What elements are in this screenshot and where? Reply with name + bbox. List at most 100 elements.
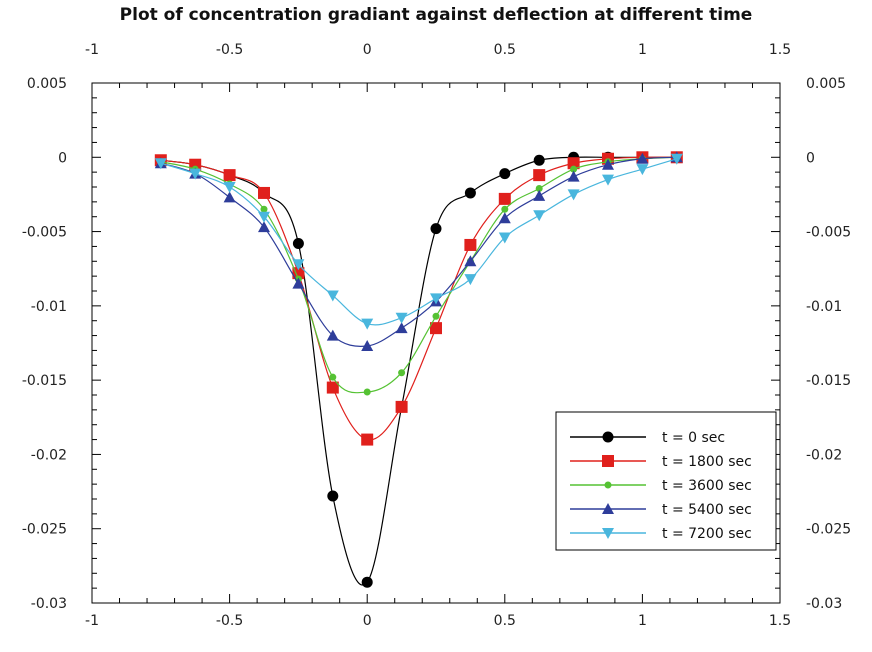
- x-tick-label-top: 0: [363, 42, 372, 58]
- data-point: [602, 158, 614, 170]
- x-tick-label-bottom: -0.5: [216, 613, 243, 629]
- y-tick-label-left: -0.02: [31, 447, 67, 463]
- data-point: [395, 400, 408, 413]
- legend-item: t = 1800 sec: [570, 454, 752, 470]
- data-point: [326, 329, 339, 341]
- legend-label: t = 7200 sec: [662, 526, 752, 542]
- legend-label: t = 5400 sec: [662, 502, 752, 518]
- data-point: [398, 369, 406, 377]
- x-tick-label-top: -1: [85, 42, 99, 58]
- data-point: [570, 165, 578, 173]
- x-tick-label-bottom: 0.5: [494, 613, 516, 629]
- data-point: [430, 322, 442, 335]
- x-tick-label-top: 1: [638, 42, 647, 58]
- legend-marker: [602, 431, 614, 443]
- data-point: [430, 223, 442, 235]
- data-point: [464, 238, 477, 251]
- series-line: [160, 156, 677, 441]
- data-point: [292, 237, 304, 249]
- y-tick-label-left: 0.005: [27, 76, 67, 92]
- legend-item: t = 7200 sec: [570, 526, 752, 542]
- data-point: [292, 277, 305, 289]
- series-line: [160, 156, 677, 347]
- series-line: [160, 158, 677, 326]
- series-2: [157, 153, 681, 396]
- data-point: [327, 490, 339, 502]
- data-point: [329, 373, 337, 381]
- x-tick-label-bottom: 0: [363, 613, 372, 629]
- data-point: [535, 184, 543, 192]
- legend-label: t = 1800 sec: [662, 454, 752, 470]
- y-tick-label-right: -0.025: [806, 522, 851, 538]
- series-layer: [154, 151, 683, 588]
- x-tick-label-top: 0.5: [494, 42, 516, 58]
- data-point: [533, 189, 546, 201]
- data-point: [361, 339, 374, 351]
- data-point: [464, 274, 477, 286]
- y-tick-label-left: -0.015: [22, 373, 67, 389]
- y-tick-label-right: -0.01: [806, 299, 842, 315]
- legend-box: [555, 411, 777, 551]
- chart-title: Plot of concentration gradiant against d…: [120, 5, 753, 25]
- series-line: [160, 156, 677, 394]
- data-point: [636, 152, 649, 164]
- data-point: [498, 232, 511, 244]
- y-tick-label-right: 0: [806, 150, 815, 166]
- series-1: [154, 151, 683, 446]
- data-point: [223, 182, 236, 193]
- x-tick-label-top: -0.5: [216, 42, 243, 58]
- data-point: [189, 168, 202, 180]
- y-tick-label-left: -0.005: [22, 225, 67, 241]
- legend-item: t = 5400 sec: [570, 502, 752, 518]
- data-point: [292, 267, 305, 280]
- y-tick-label-right: -0.015: [806, 373, 851, 389]
- legend-item: t = 3600 sec: [570, 478, 752, 494]
- data-point: [326, 290, 339, 302]
- legend-label: t = 0 sec: [662, 430, 725, 446]
- y-tick-label-right: -0.03: [806, 596, 842, 612]
- data-point: [395, 322, 408, 334]
- axes-layer: -1 -1 -0.5 -0.5 0 0 0.5 0.5 1 1 1.5 1.5 0.005 0.005 0 0…: [22, 42, 851, 629]
- data-point: [154, 158, 167, 170]
- data-point: [670, 153, 683, 165]
- data-point: [432, 312, 440, 320]
- x-tick-label-bottom: 1.5: [769, 613, 791, 629]
- y-tick-label-right: -0.005: [806, 225, 851, 241]
- plot-frame: [91, 82, 781, 604]
- data-point: [430, 293, 442, 305]
- y-tick-label-left: -0.01: [31, 299, 67, 315]
- data-point: [223, 169, 236, 182]
- data-point: [361, 576, 373, 588]
- legend-marker: [602, 503, 614, 514]
- data-point: [567, 189, 580, 201]
- y-tick-label-right: 0.005: [806, 76, 846, 92]
- legend-marker: [602, 528, 614, 539]
- data-point: [292, 259, 305, 271]
- data-point: [361, 318, 374, 330]
- data-point: [498, 192, 511, 205]
- data-point: [501, 205, 509, 213]
- x-tick-label-bottom: -1: [85, 613, 99, 629]
- data-point: [533, 210, 546, 222]
- data-point: [533, 154, 545, 166]
- legend: t = 0 sec t = 1800 sec t = 3600 sec t = 540…: [555, 411, 777, 551]
- data-point: [326, 381, 339, 394]
- data-point: [602, 174, 614, 186]
- y-tick-label-right: -0.02: [806, 447, 842, 463]
- data-point: [499, 168, 511, 180]
- data-point: [464, 255, 477, 267]
- data-point: [464, 187, 476, 199]
- data-point: [567, 157, 580, 170]
- data-point: [363, 388, 371, 396]
- y-tick-label-left: -0.025: [22, 522, 67, 538]
- data-point: [361, 433, 374, 446]
- data-point: [260, 205, 268, 213]
- data-point: [395, 312, 408, 324]
- data-point: [258, 211, 270, 223]
- data-point: [223, 191, 236, 203]
- x-tick-label-top: 1.5: [769, 42, 791, 58]
- x-tick-label-bottom: 1: [638, 613, 647, 629]
- data-point: [567, 170, 580, 182]
- legend-label: t = 3600 sec: [662, 478, 752, 494]
